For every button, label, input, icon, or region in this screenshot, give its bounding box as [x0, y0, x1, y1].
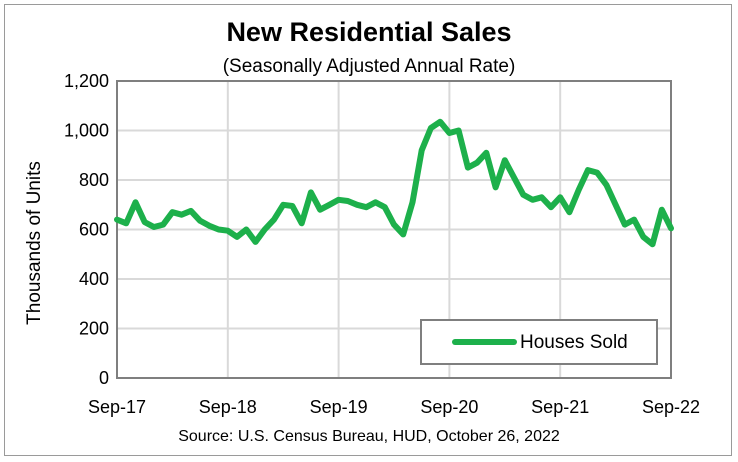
legend: Houses Sold — [420, 319, 658, 365]
x-axis-ticks: Sep-17 Sep-18 Sep-19 Sep-20 Sep-21 Sep-22 — [88, 397, 700, 417]
y-tick-label: 1,200 — [64, 71, 109, 91]
y-tick-label: 800 — [79, 170, 109, 190]
x-tick-label: Sep-20 — [420, 397, 478, 417]
y-axis-label: Thousands of Units — [24, 161, 45, 325]
x-tick-label: Sep-17 — [88, 397, 146, 417]
horizontal-gridlines — [117, 129, 671, 330]
chart-title: New Residential Sales — [226, 17, 511, 47]
y-tick-label: 0 — [99, 368, 109, 388]
y-tick-label: 400 — [79, 269, 109, 289]
y-tick-label: 600 — [79, 220, 109, 240]
legend-label-houses-sold: Houses Sold — [520, 332, 628, 353]
series-line-houses-sold — [114, 118, 674, 248]
x-tick-label: Sep-21 — [531, 397, 589, 417]
x-tick-label: Sep-22 — [642, 397, 700, 417]
y-tick-label: 1,000 — [64, 121, 109, 141]
x-tick-label: Sep-18 — [199, 397, 257, 417]
chart-subtitle: (Seasonally Adjusted Annual Rate) — [223, 56, 516, 77]
y-tick-label: 200 — [79, 319, 109, 339]
source-note: Source: U.S. Census Bureau, HUD, October… — [178, 428, 560, 445]
y-axis-ticks: 0 200 400 600 800 1,000 1,200 — [64, 71, 109, 388]
x-tick-label: Sep-19 — [310, 397, 368, 417]
